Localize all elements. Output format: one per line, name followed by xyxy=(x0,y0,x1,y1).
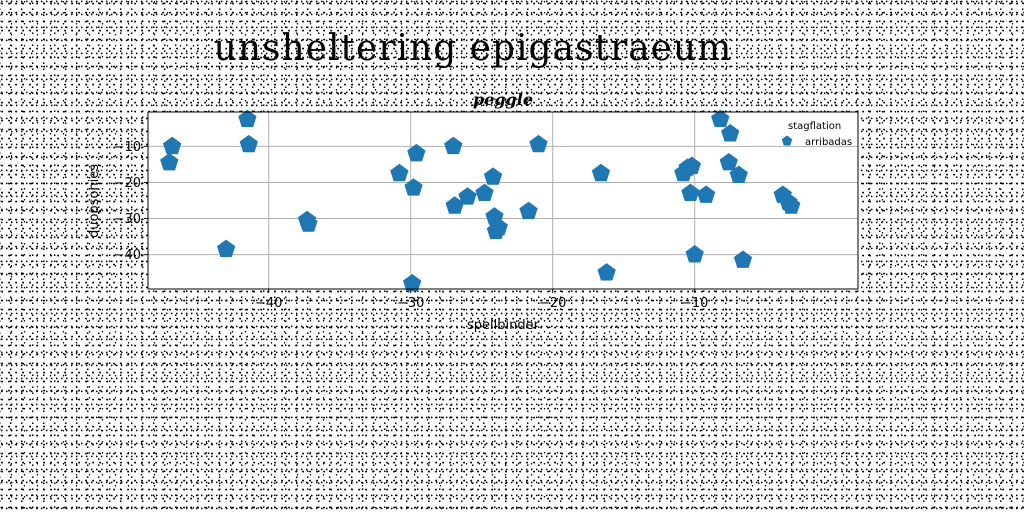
legend-label-arribadas: arribadas xyxy=(805,137,852,148)
legend-label-stagflation: stagflation xyxy=(788,121,841,132)
chart-title: peggle xyxy=(473,90,533,109)
x-tick-label: −20 xyxy=(539,296,566,311)
y-axis-label: duopsonies xyxy=(87,164,102,238)
x-axis-label: spellbinder xyxy=(467,318,540,333)
x-tick-label: −10 xyxy=(681,296,708,311)
x-tick-label: −40 xyxy=(255,296,282,311)
y-tick-label: −20 xyxy=(114,176,141,191)
y-tick-label: −30 xyxy=(114,212,141,227)
plot-background xyxy=(148,112,858,289)
y-tick-label: −10 xyxy=(114,140,141,155)
y-tick-label: −40 xyxy=(114,248,141,263)
x-tick-label: −30 xyxy=(397,296,424,311)
